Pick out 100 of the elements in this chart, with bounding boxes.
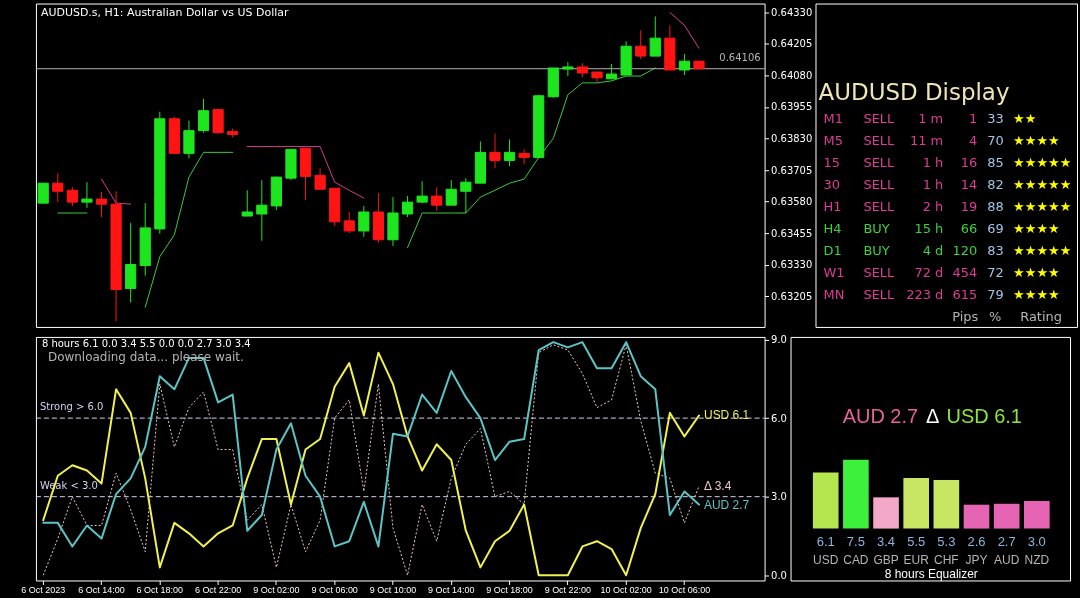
series-label: AUD 2.7 [704, 497, 750, 512]
data-label: 2.7 [997, 533, 1016, 549]
text: 83 [987, 243, 1004, 259]
x-tick-label: AUD [994, 552, 1020, 567]
text: 1 [968, 111, 978, 127]
x-axis-title: 8 hours Equalizer [884, 567, 978, 582]
text: Downloading data... please wait. [47, 349, 244, 364]
x-tick-label: 9 Oct 22:00 [544, 584, 592, 595]
category-label: H4 [823, 221, 842, 237]
text: 33 [987, 111, 1004, 127]
x-tick-label: CAD [843, 552, 869, 567]
text: 1 h [922, 155, 944, 171]
text: 14 [960, 177, 978, 193]
text: 79 [987, 287, 1004, 302]
category-label: 30 [823, 177, 840, 193]
bar [963, 504, 990, 529]
y-tick-label: 0.0 [771, 569, 787, 581]
x-tick-label: 6 Oct 2023 [21, 584, 66, 595]
text: 19 [960, 199, 978, 215]
text: AUD 2.7 [842, 404, 919, 427]
text: 88 [987, 199, 1004, 215]
text: 82 [987, 177, 1004, 193]
data-label: 7.5 [846, 533, 865, 549]
text: BUY [863, 221, 890, 237]
ref-line-label: Strong > 6.0 [39, 401, 104, 413]
text: ★★★★★ [1013, 243, 1072, 259]
text: 4 d [922, 243, 944, 259]
series-label: USD 6.1 [704, 408, 750, 423]
text: SELL [863, 265, 895, 281]
x-tick-label: NZD [1024, 552, 1050, 567]
category-label: W1 [823, 265, 845, 281]
x-tick-label: EUR [903, 552, 930, 567]
text: 4 [968, 133, 978, 149]
bar [843, 459, 869, 529]
category-label: M1 [823, 111, 843, 127]
y-tick-label: 6.0 [771, 412, 787, 424]
text: 16 [960, 155, 978, 171]
text: SELL [863, 199, 895, 215]
data-label: 3.0 [1027, 533, 1046, 549]
x-tick-label: 9 Oct 10:00 [369, 584, 417, 595]
text: ★★★★★ [1013, 177, 1072, 193]
text: ★★★★ [1013, 287, 1060, 302]
category-label: Pips [952, 308, 979, 324]
bar [1024, 501, 1050, 529]
text: ★★★★ [1013, 133, 1060, 149]
x-tick-label: 6 Oct 14:00 [78, 584, 125, 595]
text: 1 h [922, 177, 944, 193]
text: 120 [952, 243, 978, 259]
text: 615 [952, 287, 978, 302]
text: 15 h [914, 221, 944, 237]
text: 223 d [906, 287, 944, 302]
text: 454 [952, 265, 978, 281]
text: ★★★★★ [1013, 199, 1072, 215]
text: BUY [863, 243, 890, 259]
y-tick-label: 3.0 [771, 491, 787, 503]
series-label: Δ 3.4 [704, 479, 732, 494]
text: 70 [987, 133, 1004, 149]
text: SELL [863, 155, 895, 171]
x-tick-label: 9 Oct 14:00 [428, 584, 475, 595]
category-label: Rating [1020, 308, 1062, 324]
data-label: 2.6 [967, 533, 986, 549]
y-tick-label: 0.63205 [771, 290, 813, 302]
text: ★★★★★ [1013, 155, 1072, 171]
text: AUDUSD Display [818, 79, 1010, 106]
text: 69 [987, 221, 1004, 237]
category-label: MN [823, 287, 845, 302]
text: 11 m [909, 133, 944, 149]
category-label: 15 [823, 155, 840, 171]
bar [993, 503, 1020, 529]
category-label: H1 [823, 199, 842, 215]
text: SELL [863, 133, 895, 149]
bar [873, 497, 899, 529]
x-tick-label: 6 Oct 22:00 [194, 584, 242, 595]
x-tick-label: CHF [934, 552, 959, 567]
category-label: M5 [823, 133, 843, 149]
bar [933, 479, 960, 529]
text: 72 [987, 265, 1004, 281]
text: SELL [863, 111, 895, 127]
text: 85 [987, 155, 1004, 171]
data-label: 5.5 [907, 533, 926, 549]
bar [903, 478, 930, 529]
bar [812, 472, 839, 529]
text: ★★ [1013, 111, 1037, 127]
x-tick-label: 9 Oct 02:00 [253, 584, 300, 595]
text: Δ [926, 404, 940, 427]
text: ★★★★ [1013, 221, 1060, 237]
text: SELL [863, 177, 895, 193]
x-tick-label: GBP [873, 552, 899, 567]
x-tick-label: 6 Oct 18:00 [136, 584, 183, 595]
category-label: % [988, 308, 1002, 324]
y-tick-label: 9.0 [771, 334, 787, 346]
text: 1 m [918, 111, 944, 127]
text: USD 6.1 [946, 404, 1022, 427]
data-label: 5.3 [937, 533, 956, 549]
text: 72 d [914, 265, 944, 281]
x-tick-label: 10 Oct 02:00 [600, 584, 652, 595]
data-label: 3.4 [877, 533, 896, 549]
chart-title: 8 hours 6.1 0.0 3.4 5.5 0.0 0.0 2.7 3.0 3.4 [41, 337, 251, 349]
text: 2 h [922, 199, 944, 215]
text: 66 [960, 221, 978, 237]
